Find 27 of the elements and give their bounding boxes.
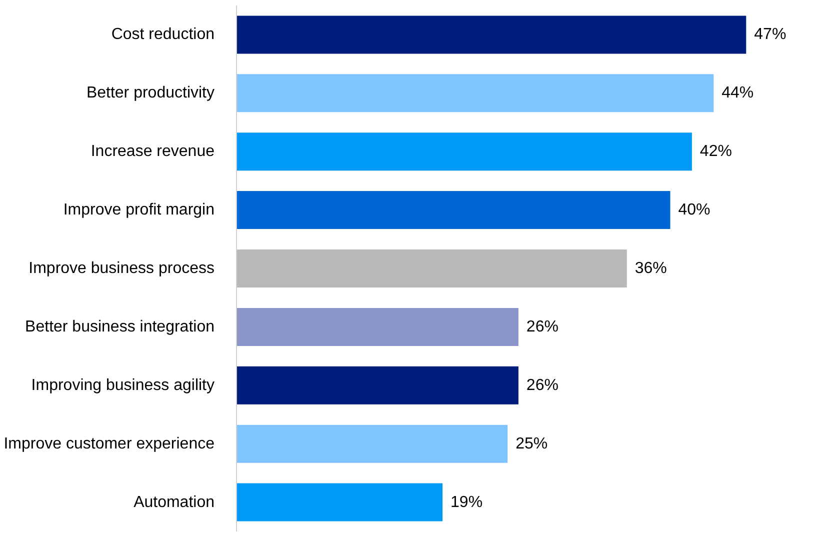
bar: [236, 132, 692, 171]
bar: [236, 483, 443, 522]
y-tick-label: Improving business agility: [31, 376, 215, 394]
data-label: 36%: [634, 260, 667, 277]
y-tick-label: Cost reduction: [111, 26, 215, 44]
y-tick-label: Automation: [134, 494, 214, 511]
data-label: 25%: [516, 435, 548, 452]
data-label: 19%: [450, 494, 483, 511]
data-label: 47%: [754, 26, 786, 44]
data-label: 42%: [700, 143, 732, 160]
data-label: 44%: [722, 84, 754, 102]
y-tick-label: Improve profit margin: [63, 202, 215, 219]
data-label: 26%: [526, 376, 558, 394]
data-label: 40%: [678, 202, 710, 219]
bar: [236, 366, 518, 404]
y-tick-label: Better productivity: [86, 84, 215, 102]
bar: [236, 16, 746, 54]
bar: [236, 74, 714, 112]
y-tick-label: Increase revenue: [90, 143, 215, 160]
y-tick-label: Better business integration: [25, 318, 215, 336]
bar: [236, 250, 627, 288]
bar: [236, 424, 508, 463]
bar: [236, 191, 670, 230]
data-label: 26%: [526, 318, 558, 336]
y-tick-label: Improve customer experience: [4, 435, 215, 452]
bar: [236, 308, 518, 346]
y-tick-label: Improve business process: [28, 260, 214, 277]
